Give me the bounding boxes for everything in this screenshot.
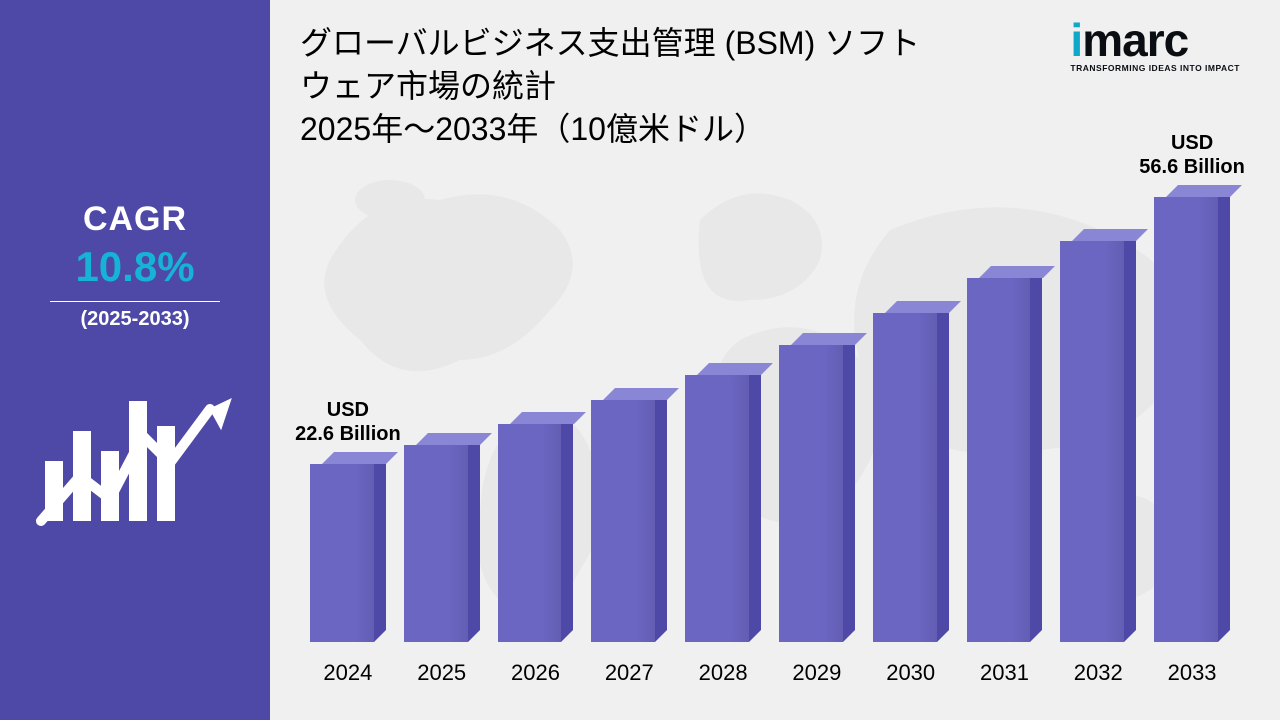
bar xyxy=(591,170,667,642)
bar xyxy=(498,170,574,642)
bar-chart: 2024 2025 2026 2027 2028 2029 2030 2031 2032 2033… xyxy=(310,170,1230,686)
x-axis-label: 2025 xyxy=(404,660,480,686)
x-axis-label: 2026 xyxy=(498,660,574,686)
growth-chart-icon xyxy=(35,381,235,541)
logo-tagline: TRANSFORMING IDEAS INTO IMPACT xyxy=(1070,63,1240,73)
x-axis-label: 2032 xyxy=(1060,660,1136,686)
title-line-2: ウェア市場の統計 xyxy=(300,65,1080,108)
x-axis-labels: 2024 2025 2026 2027 2028 2029 2030 2031 2032 2033 xyxy=(310,660,1230,686)
page: CAGR 10.8% (2025-2033) xyxy=(0,0,1280,720)
bar xyxy=(404,170,480,642)
bar xyxy=(873,170,949,642)
value-callout: USD56.6 Billion xyxy=(1139,131,1245,179)
x-axis-label: 2029 xyxy=(779,660,855,686)
x-axis-label: 2027 xyxy=(591,660,667,686)
logo-wordmark: imarc xyxy=(1070,20,1240,61)
bar xyxy=(1154,170,1230,642)
x-axis-label: 2028 xyxy=(685,660,761,686)
imarc-logo: imarc TRANSFORMING IDEAS INTO IMPACT xyxy=(1070,20,1240,73)
x-axis-label: 2024 xyxy=(310,660,386,686)
x-axis-label: 2033 xyxy=(1154,660,1230,686)
bars-container xyxy=(310,170,1230,642)
cagr-label: CAGR xyxy=(83,200,187,239)
cagr-range: (2025-2033) xyxy=(81,308,190,331)
cagr-value: 10.8% xyxy=(75,243,194,291)
value-callout: USD22.6 Billion xyxy=(295,398,401,446)
bar xyxy=(1060,170,1136,642)
main-panel: グローバルビジネス支出管理 (BSM) ソフト ウェア市場の統計 2025年～2… xyxy=(270,0,1280,720)
title-line-1: グローバルビジネス支出管理 (BSM) ソフト xyxy=(300,22,1080,65)
x-axis-label: 2031 xyxy=(967,660,1043,686)
cagr-sidebar: CAGR 10.8% (2025-2033) xyxy=(0,0,270,720)
bar xyxy=(685,170,761,642)
x-axis-label: 2030 xyxy=(873,660,949,686)
title-line-3: 2025年～2033年（10億米ドル） xyxy=(300,108,1080,151)
bar xyxy=(967,170,1043,642)
bar xyxy=(779,170,855,642)
chart-title: グローバルビジネス支出管理 (BSM) ソフト ウェア市場の統計 2025年～2… xyxy=(300,22,1080,152)
cagr-divider xyxy=(50,301,220,302)
